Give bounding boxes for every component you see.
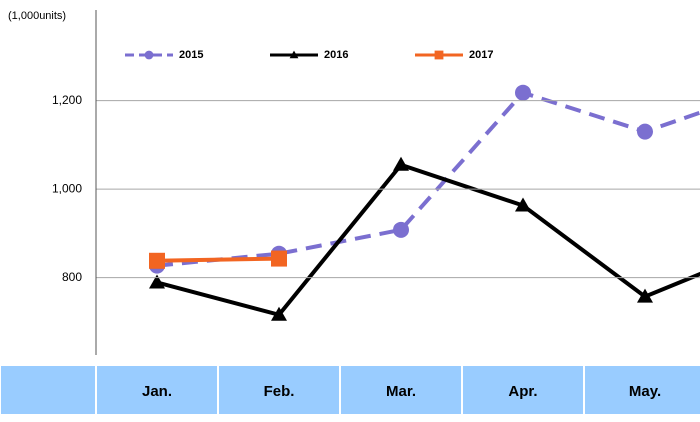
plot-area: Jan. Feb. Mar. Apr. May. (96, 84, 700, 416)
data-point (149, 274, 165, 289)
y-tick-label: 1,200 (52, 93, 82, 107)
legend-label: 2017 (469, 49, 493, 61)
data-point (637, 123, 653, 140)
data-point (149, 252, 165, 269)
data-point (271, 306, 287, 321)
legend-marker (144, 50, 154, 60)
legend-label: 2015 (179, 49, 203, 61)
category-cell (217, 364, 341, 416)
data-point (271, 250, 287, 267)
y-unit-label: (1,000units) (8, 10, 66, 22)
series-line (156, 256, 280, 263)
x-tick-label: Feb. (264, 383, 295, 400)
data-point (393, 221, 409, 238)
data-point (637, 288, 653, 303)
y-tick-label: 800 (62, 270, 82, 284)
header-cell (0, 364, 97, 416)
data-point (393, 156, 409, 171)
x-tick-label: Apr. (508, 383, 537, 400)
data-point (515, 197, 531, 212)
category-cell (461, 364, 585, 416)
data-point (515, 84, 531, 101)
category-cell (583, 364, 700, 416)
x-tick-label: Mar. (386, 383, 416, 400)
series-line (156, 90, 700, 268)
legend-label: 2016 (324, 49, 348, 61)
x-tick-label: Jan. (142, 383, 172, 400)
legend-marker (289, 50, 299, 59)
x-tick-label: May. (629, 383, 661, 400)
y-tick-label: 1,000 (52, 181, 82, 195)
series-line (156, 162, 700, 318)
category-cell (339, 364, 463, 416)
legend-marker (434, 50, 444, 60)
